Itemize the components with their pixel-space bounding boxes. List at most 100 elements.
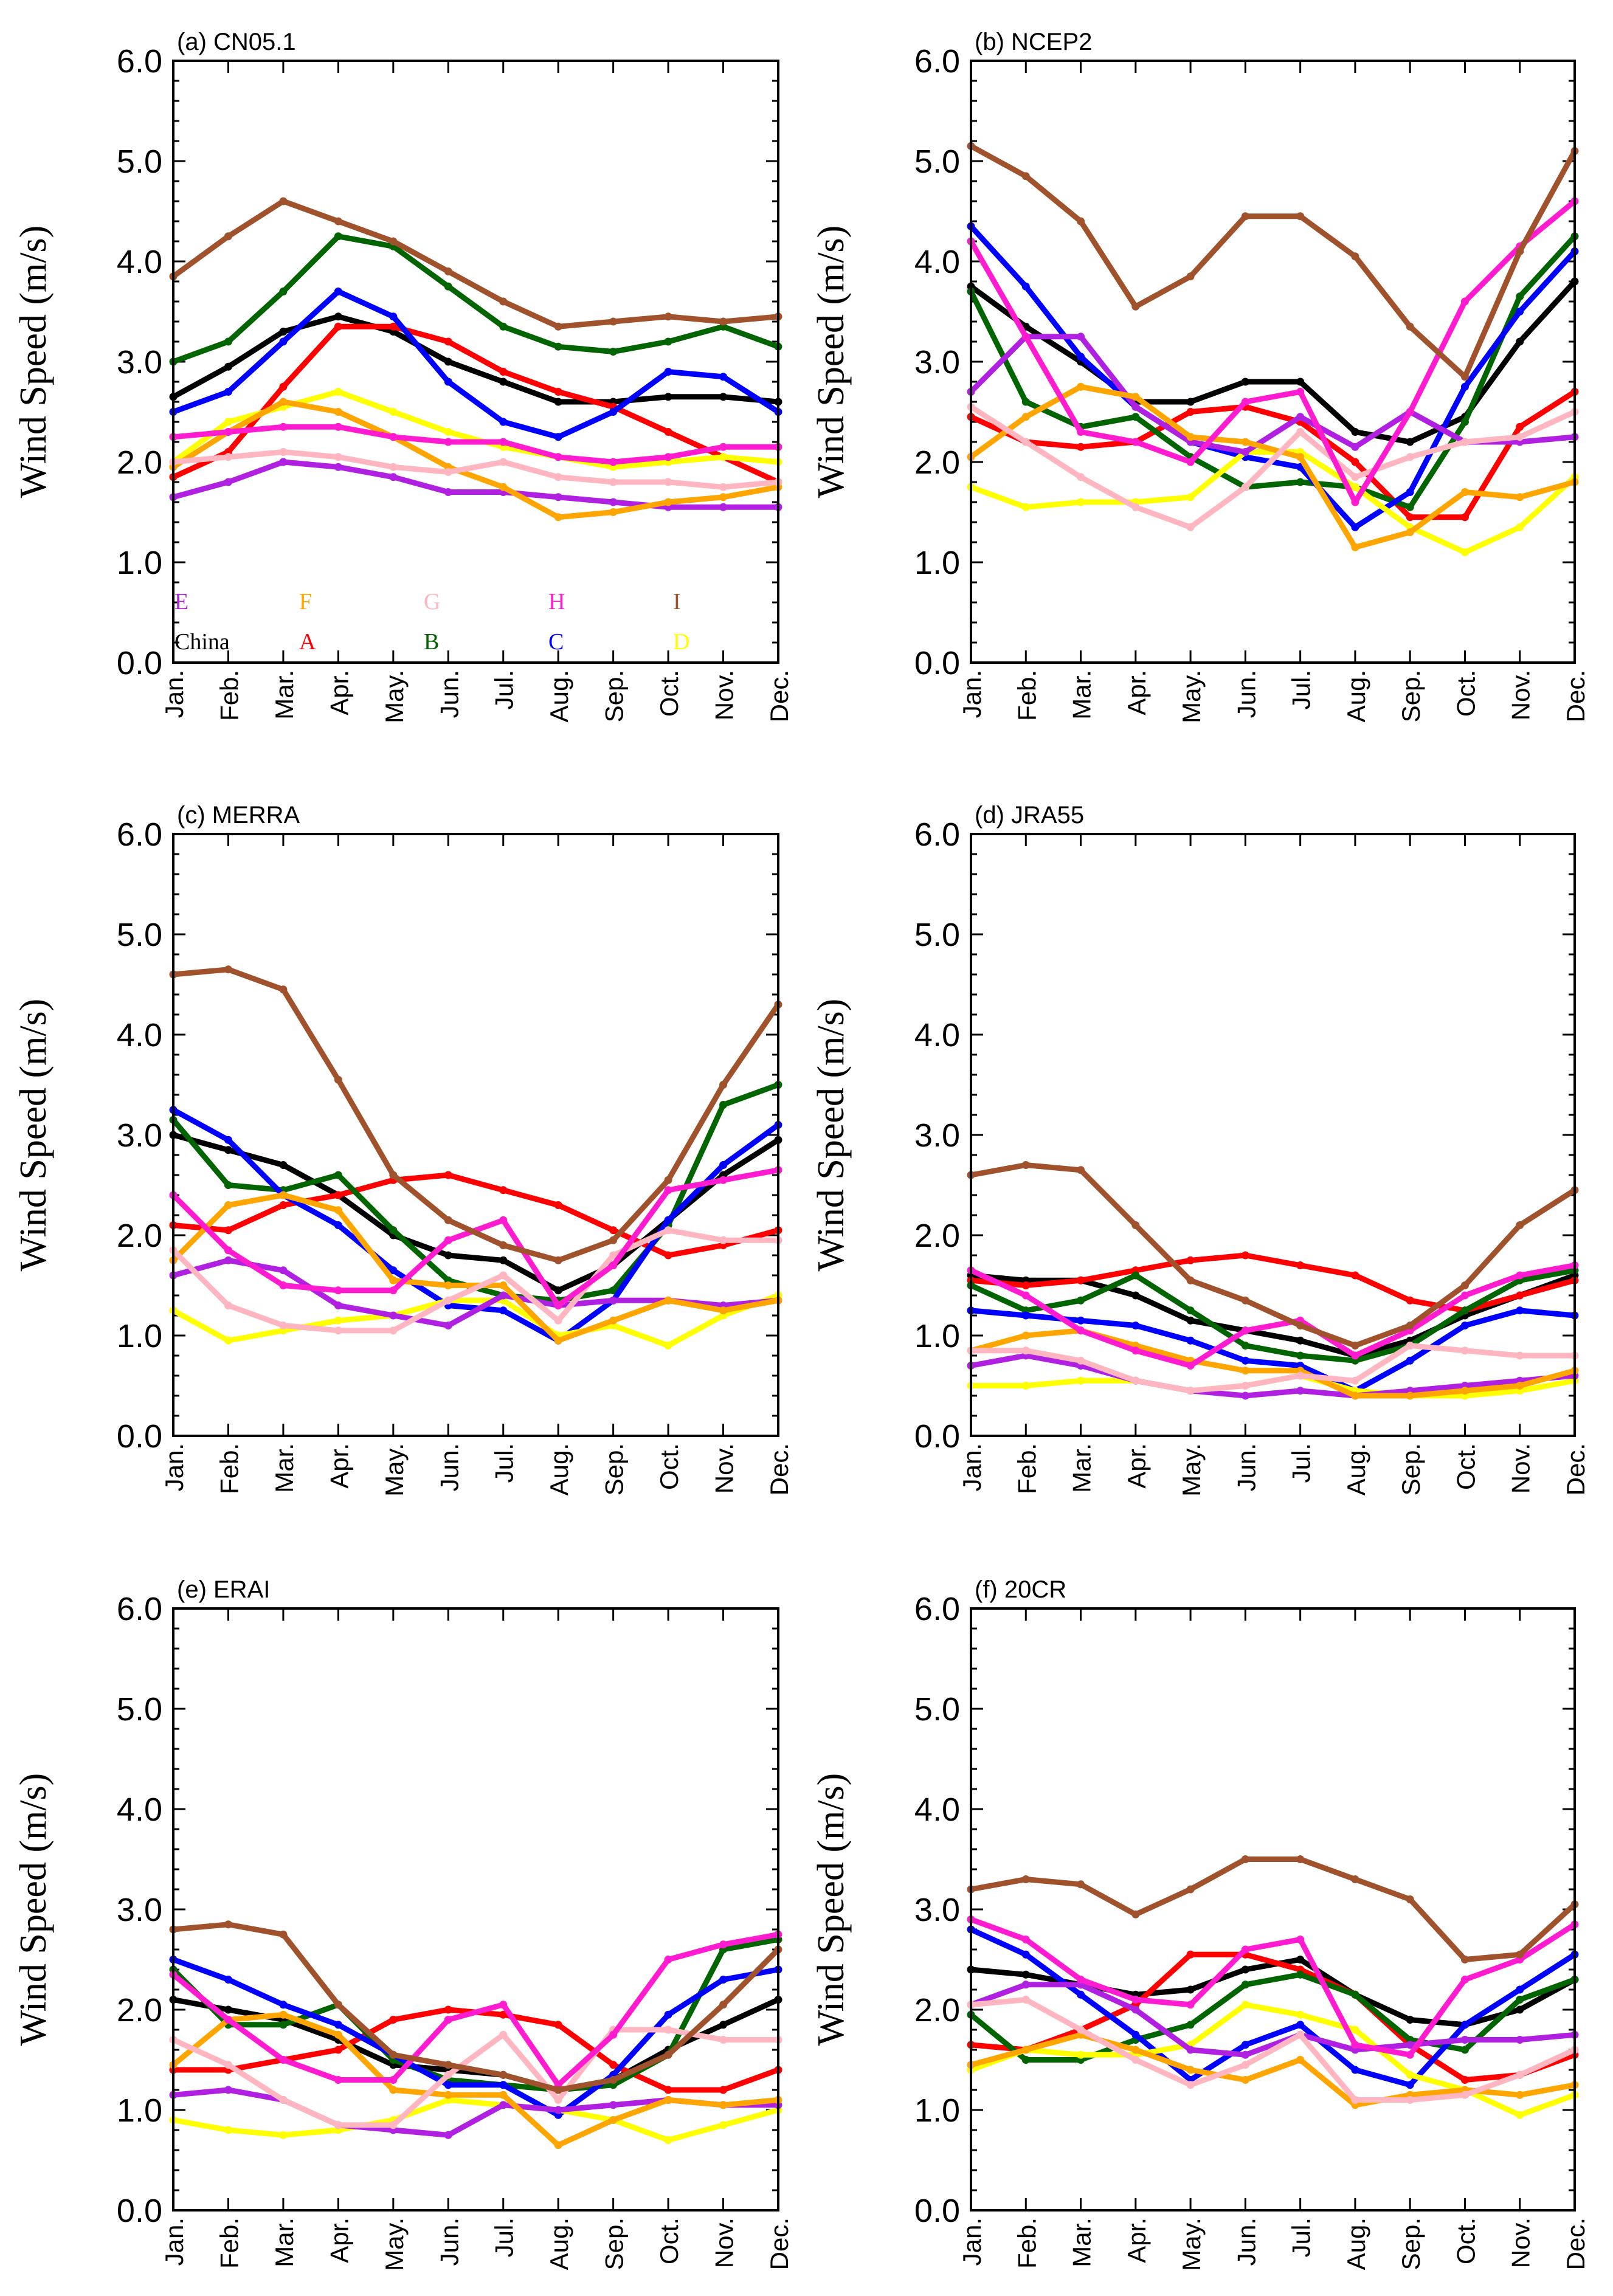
x-tick-label: Oct. <box>1451 670 1480 717</box>
data-point-b <box>1131 1271 1140 1280</box>
data-point-g <box>664 478 672 486</box>
data-point-china <box>1186 1316 1195 1325</box>
x-tick-label: Dec. <box>1561 2218 1590 2270</box>
data-point-f <box>719 2101 728 2109</box>
x-tick-label: Nov. <box>710 2218 739 2268</box>
data-point-h <box>1460 297 1469 306</box>
series-line-china <box>170 314 781 405</box>
x-tick-label: Jun. <box>435 670 463 718</box>
data-point-b <box>279 2021 288 2029</box>
data-point-e <box>334 1301 342 1309</box>
data-point-f <box>279 398 288 406</box>
data-point-f <box>279 1191 288 1199</box>
data-point-f <box>1516 2091 1524 2099</box>
x-tick-label: Sep. <box>600 1443 629 1495</box>
data-point-f <box>1460 1387 1469 1395</box>
data-point-a <box>1077 1276 1085 1284</box>
data-point-e <box>1241 1391 1249 1400</box>
y-tick-label: 3.0 <box>117 1117 162 1154</box>
data-point-i <box>1406 322 1414 331</box>
data-point-i <box>664 1176 672 1184</box>
data-point-h <box>664 1956 672 1963</box>
data-point-h <box>1241 1326 1249 1335</box>
data-point-i <box>224 1920 232 1929</box>
series-line-d <box>170 2097 781 2143</box>
data-point-h <box>444 438 452 446</box>
data-point-a <box>609 2061 618 2069</box>
data-point-i <box>1186 1885 1195 1894</box>
x-tick-label: Jun. <box>435 2218 463 2266</box>
series-line-b <box>170 233 781 365</box>
data-point-i <box>389 1171 398 1179</box>
data-point-f <box>334 2030 342 2039</box>
data-point-d <box>1351 483 1359 491</box>
data-point-c <box>1021 1311 1030 1320</box>
x-tick-label: Jun. <box>435 1443 463 1491</box>
series-line-i <box>968 143 1578 380</box>
data-point-c <box>224 1976 232 1984</box>
data-point-i <box>444 267 452 275</box>
chart-title: (f) 20CR <box>975 1576 1066 1603</box>
plot-frame <box>970 60 1576 664</box>
data-point-b <box>554 342 562 351</box>
y-tick-label: 1.0 <box>117 2092 162 2129</box>
data-point-b <box>1077 1296 1085 1305</box>
data-point-i <box>719 317 728 326</box>
data-point-d <box>389 408 398 416</box>
data-point-b <box>224 1181 232 1189</box>
data-point-h <box>224 1246 232 1255</box>
data-point-g <box>334 2121 342 2129</box>
data-point-f <box>664 498 672 506</box>
data-point-i <box>1351 1875 1359 1883</box>
data-point-h <box>1296 388 1305 396</box>
data-point-china <box>719 2021 728 2029</box>
legend-entry-c: C <box>548 629 564 655</box>
data-point-f <box>224 1201 232 1209</box>
data-point-h <box>1131 1346 1140 1355</box>
data-point-a <box>664 428 672 436</box>
data-point-f <box>554 513 562 522</box>
y-axis-label: Wind Speed (m/s) <box>13 999 54 1272</box>
data-point-f <box>719 493 728 502</box>
data-point-i <box>389 237 398 246</box>
data-point-f <box>334 408 342 416</box>
data-point-e <box>389 473 398 481</box>
data-point-d <box>1077 498 1085 506</box>
x-tick-label: Oct. <box>655 670 683 717</box>
data-point-g <box>499 1271 508 1280</box>
data-point-a <box>334 1191 342 1199</box>
x-tick-label: Mar. <box>270 1443 299 1493</box>
data-point-f <box>1131 393 1140 401</box>
x-tick-label: Sep. <box>1397 1443 1425 1495</box>
data-point-g <box>1460 438 1469 446</box>
data-point-h <box>389 2076 398 2084</box>
x-tick-label: Jan. <box>958 2218 986 2266</box>
data-point-g <box>279 1322 288 1329</box>
data-point-c <box>499 2081 508 2089</box>
data-point-e <box>1460 2036 1469 2044</box>
data-point-d <box>1021 1382 1030 1390</box>
y-tick-label: 2.0 <box>914 444 960 481</box>
data-point-c <box>499 1306 508 1315</box>
data-point-i <box>1406 1322 1414 1329</box>
y-tick-label: 5.0 <box>117 143 162 180</box>
data-point-c <box>1460 382 1469 391</box>
data-point-g <box>1351 473 1359 481</box>
data-point-china <box>1021 1970 1030 1979</box>
data-point-g <box>1021 438 1030 446</box>
x-tick-label: Sep. <box>1397 670 1425 722</box>
x-tick-label: Nov. <box>710 1443 739 1494</box>
data-point-b <box>1460 2046 1469 2054</box>
data-point-china <box>1406 438 1414 446</box>
x-tick-label: Dec. <box>1561 1443 1590 1495</box>
chart-panel-3: (d) JRA55 Wind Speed (m/s) 0.0 1.0 2.0 3.0 4.0… <box>810 802 1590 1497</box>
data-point-g <box>1021 1346 1030 1355</box>
data-point-e <box>554 2106 562 2114</box>
series-line-f <box>968 1328 1578 1399</box>
data-point-h <box>664 1186 672 1195</box>
x-tick-label: Aug. <box>545 670 573 722</box>
data-point-a <box>554 2021 562 2029</box>
data-point-f <box>279 2010 288 2019</box>
data-point-c <box>499 418 508 426</box>
data-point-e <box>1077 333 1085 341</box>
